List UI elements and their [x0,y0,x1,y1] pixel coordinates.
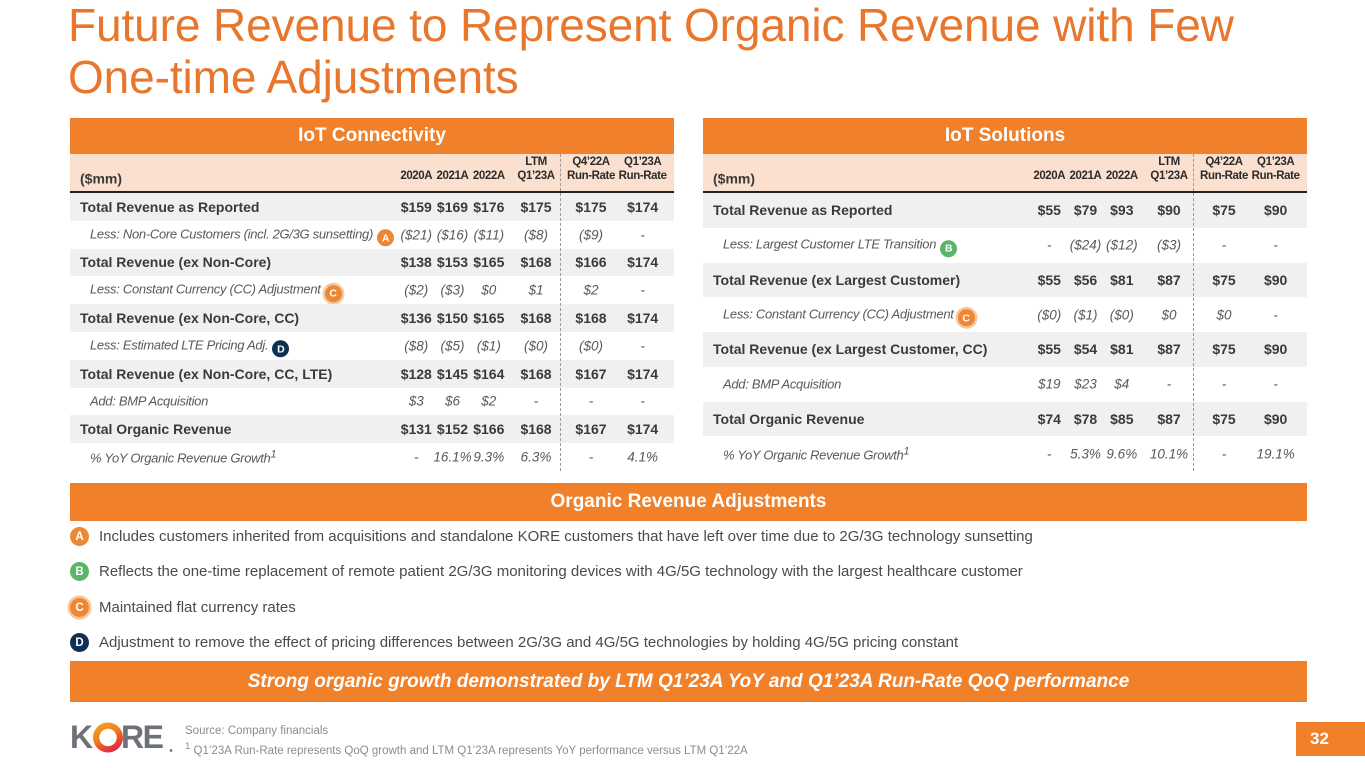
svg-text:RE: RE [121,720,164,755]
svg-text:K: K [70,720,93,755]
